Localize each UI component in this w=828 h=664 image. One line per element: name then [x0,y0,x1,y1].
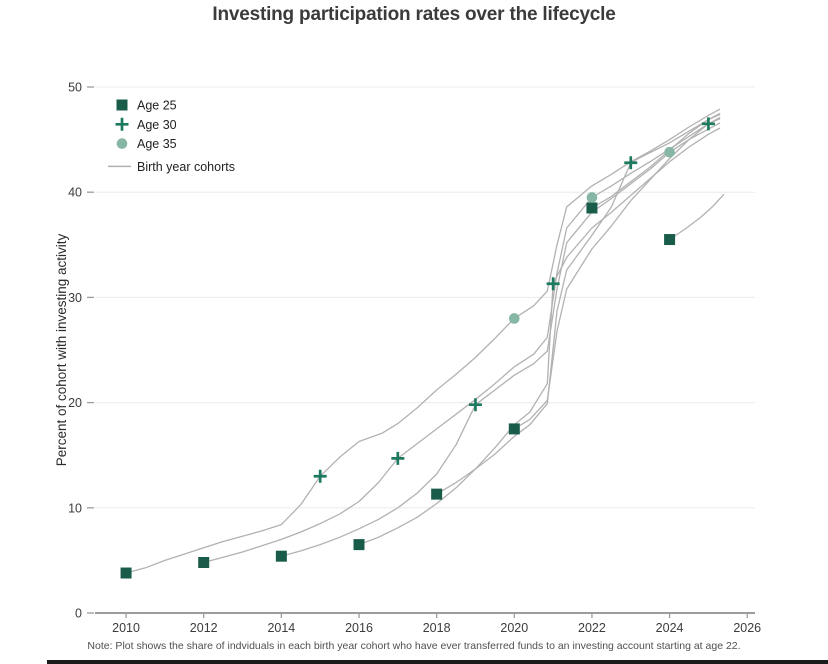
cohort-1999-line [669,193,725,241]
y-tick-label: 50 [68,81,82,95]
age-30-marker [313,469,327,483]
y-axis-title: Percent of cohort with investing activit… [54,233,69,466]
x-tick-label: 2026 [733,621,761,635]
x-tick-label: 2010 [112,621,140,635]
x-tick-label: 2014 [267,621,295,635]
x-tick-label: 2022 [578,621,606,635]
y-tick-label: 30 [68,291,82,305]
age-25-marker [508,423,520,435]
age-30-marker [624,156,638,170]
legend-item-age-30-swatch [115,117,129,131]
legend-item-age-25-label: Age 25 [137,99,177,113]
age-25-marker [198,557,210,569]
x-tick-label: 2024 [656,621,684,635]
legend-item-age-35-label: Age 35 [137,137,177,151]
chart-title: Investing participation rates over the l… [212,4,616,25]
cohort-1995-line [513,118,721,430]
age-25-marker [275,550,287,562]
legend-item-birth-year-cohorts-label: Birth year cohorts [137,160,235,174]
window-bottom-edge [47,660,828,664]
chart-note: Note: Plot shows the share of indviduals… [87,640,741,652]
cohort-1991-line [358,127,721,546]
y-tick-label: 20 [68,396,82,410]
x-tick-label: 2016 [345,621,373,635]
age-25-marker [586,202,598,214]
cohort-1993-line [436,113,721,495]
legend-item-age-25-swatch [116,99,128,111]
age-25-marker [120,567,132,579]
age-25-marker [431,488,443,500]
y-tick-label: 0 [75,607,82,621]
age-35-marker [664,146,675,158]
cohort-1997-line [591,112,721,209]
age-30-marker [701,117,715,131]
age-35-marker [508,313,520,324]
y-tick-label: 10 [68,501,82,515]
x-tick-label: 2012 [190,621,218,635]
x-tick-label: 2020 [500,621,528,635]
age-35-marker [586,192,598,203]
legend-item-age-30-label: Age 30 [137,118,177,132]
age-25-marker [353,539,365,551]
age-30-marker [546,277,560,291]
age-25-marker [664,234,676,246]
x-tick-label: 2018 [423,621,451,635]
legend-item-age-35-swatch [116,138,128,149]
age-30-marker [391,451,405,465]
lifecycle-chart: 0 10 20 30 40 50 2010 2012 2014 2016 2018 2020 2022 2… [54,81,761,636]
age-30-marker [468,398,482,412]
cohort-1985-line [125,108,721,574]
cohort-1989-line [281,122,721,557]
y-tick-label: 40 [68,186,82,200]
